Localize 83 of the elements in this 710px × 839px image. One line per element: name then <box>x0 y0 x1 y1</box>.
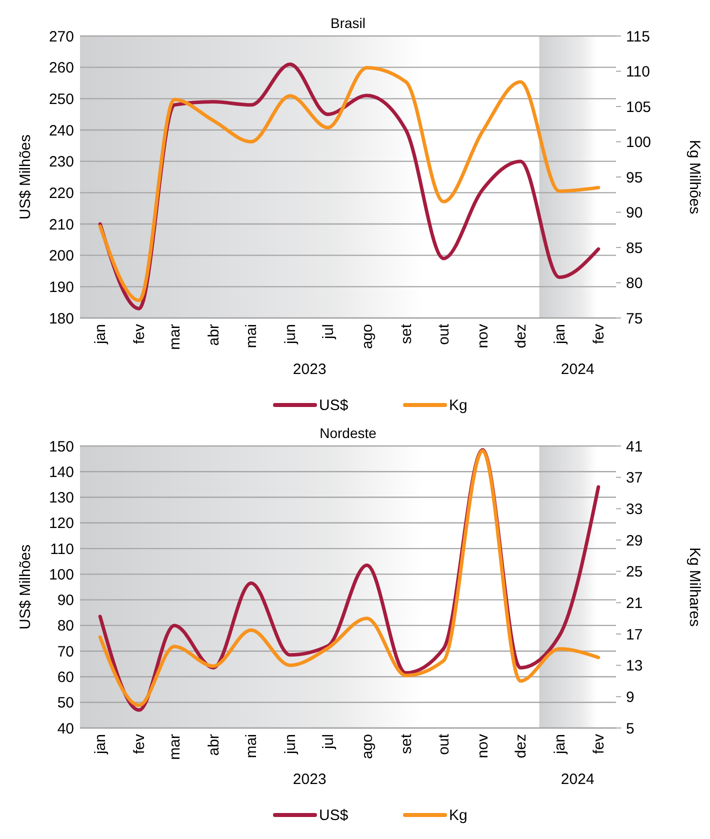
y2-tick-label: 33 <box>626 500 643 518</box>
y-tick-label: 270 <box>48 28 74 46</box>
chart-title: Nordeste <box>320 425 377 441</box>
legend-label: Kg <box>449 807 468 824</box>
y2-tick-label: 100 <box>626 134 652 151</box>
band-label: 2023 <box>292 361 326 378</box>
y-tick-label: 220 <box>48 184 74 202</box>
y-tick-label: 140 <box>48 464 74 481</box>
x-tick-label: dez <box>512 734 530 758</box>
y2-tick-label: 105 <box>626 98 652 116</box>
y-tick-label: 90 <box>57 592 74 610</box>
y2-tick-label: 5 <box>626 720 634 738</box>
y2-tick-label: 110 <box>626 64 650 80</box>
legend-label: US$ <box>319 807 349 824</box>
y-tick-label: 120 <box>48 515 74 532</box>
legend-label: US$ <box>319 397 349 414</box>
y2-tick-label: 21 <box>626 594 643 612</box>
y-tick-label: 210 <box>48 216 74 234</box>
y-tick-label: 230 <box>48 154 74 171</box>
x-tick-label: dez <box>512 324 530 348</box>
y2-tick-label: 85 <box>626 240 643 257</box>
y2-tick-label: 9 <box>626 688 634 706</box>
y-tick-label: 110 <box>50 540 74 558</box>
y2-tick-label: 17 <box>626 626 643 644</box>
x-tick-label: set <box>398 733 415 754</box>
x-tick-label: fev <box>590 734 608 754</box>
y-tick-label: 100 <box>48 566 74 584</box>
y2-tick-label: 80 <box>626 275 643 292</box>
x-tick-label: jun <box>282 734 300 756</box>
x-tick-label: mai <box>243 324 260 348</box>
x-tick-label: jan <box>551 734 568 756</box>
y-tick-label: 40 <box>57 720 74 738</box>
band-label: 2024 <box>560 361 594 378</box>
y-tick-label: 130 <box>48 490 74 507</box>
y-tick-label: 150 <box>48 438 74 456</box>
x-tick-label: set <box>398 323 415 344</box>
y2-tick-label: 37 <box>626 470 643 487</box>
x-tick-label: fev <box>590 324 608 344</box>
x-tick-label: jan <box>551 324 568 346</box>
y-axis-title: US$ Milhões <box>17 544 34 630</box>
x-tick-label: jul <box>320 734 337 750</box>
x-tick-label: jun <box>282 324 300 346</box>
x-tick-label: abr <box>205 734 222 756</box>
x-tick-label: mar <box>166 324 184 350</box>
x-tick-label: mai <box>243 734 260 758</box>
x-tick-label: fev <box>131 324 148 344</box>
y-tick-label: 200 <box>48 248 74 265</box>
y2-tick-label: 75 <box>626 310 643 328</box>
y2-tick-label: 41 <box>626 438 643 456</box>
y2-tick-label: 115 <box>626 28 650 46</box>
y-tick-label: 240 <box>48 122 74 140</box>
y2-axis-title: Kg Milhões <box>686 140 703 214</box>
y2-tick-label: 25 <box>626 564 643 581</box>
y-tick-label: 80 <box>57 618 74 635</box>
y-tick-label: 70 <box>57 643 74 660</box>
y2-tick-label: 90 <box>626 204 643 222</box>
x-tick-label: nov <box>474 734 492 758</box>
y-tick-label: 60 <box>57 668 74 686</box>
x-tick-label: mar <box>166 734 184 760</box>
x-tick-label: out <box>436 323 453 345</box>
y-axis-title: US$ Milhões <box>17 134 34 220</box>
x-tick-label: out <box>436 733 453 755</box>
y2-tick-label: 13 <box>626 658 643 675</box>
x-tick-label: nov <box>474 324 492 348</box>
y-tick-label: 50 <box>57 694 74 712</box>
x-tick-label: jan <box>92 734 110 756</box>
y-tick-label: 260 <box>48 60 74 77</box>
chart-title: Brasil <box>330 15 366 31</box>
y-tick-label: 250 <box>48 90 74 108</box>
y2-tick-label: 29 <box>626 532 643 550</box>
band-label: 2024 <box>560 771 594 788</box>
x-tick-label: jul <box>320 324 337 340</box>
x-tick-label: ago <box>358 734 376 760</box>
x-tick-label: abr <box>205 324 222 346</box>
y2-tick-label: 95 <box>626 169 643 186</box>
y-tick-label: 180 <box>48 310 74 328</box>
band-label: 2023 <box>292 771 326 788</box>
x-tick-label: jan <box>92 324 110 346</box>
x-tick-label: fev <box>131 734 148 754</box>
y-tick-label: 190 <box>48 278 74 296</box>
legend-label: Kg <box>449 397 468 414</box>
y2-axis-title: Kg Milhares <box>686 547 703 627</box>
x-tick-label: ago <box>358 324 376 350</box>
